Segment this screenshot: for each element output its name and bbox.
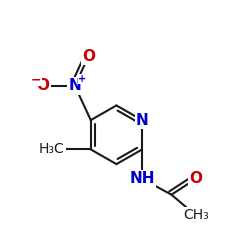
Text: O: O: [36, 78, 50, 94]
Text: +: +: [78, 74, 86, 84]
Text: N: N: [136, 112, 148, 128]
Text: H₃C: H₃C: [39, 142, 64, 156]
Text: N: N: [68, 78, 81, 94]
Text: O: O: [82, 49, 95, 64]
Text: CH₃: CH₃: [183, 208, 209, 222]
Text: NH: NH: [129, 171, 155, 186]
Text: O: O: [190, 171, 202, 186]
Text: −: −: [31, 73, 42, 86]
